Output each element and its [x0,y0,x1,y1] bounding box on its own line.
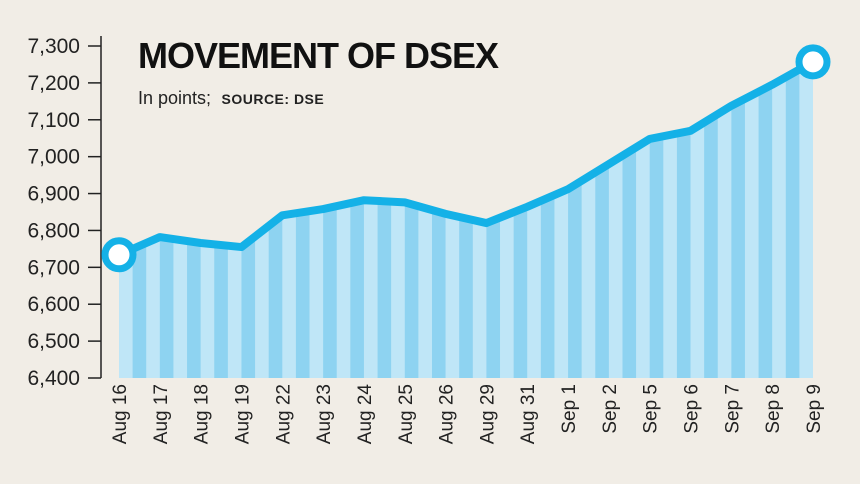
x-tick-label: Aug 16 [110,384,131,444]
area-stripe [744,61,759,378]
area-stripe [690,61,705,378]
area-stripe [295,61,310,378]
area-stripe [445,61,460,378]
area-stripe [255,61,269,378]
area-stripe [758,61,773,378]
y-tick-label: 6,700 [27,256,80,279]
area-stripe [608,61,623,378]
y-tick-label: 6,500 [27,330,80,353]
x-tick-label: Sep 2 [600,384,621,434]
x-tick-label: Sep 8 [763,384,784,434]
area-stripe [799,61,813,378]
chart-source: SOURCE: DSE [222,91,325,107]
area-stripe [486,61,501,378]
area-stripe [731,61,746,378]
area-stripe [282,61,297,378]
y-tick-label: 7,200 [27,72,80,95]
area-stripe [119,61,133,378]
y-tick-label: 7,300 [27,35,80,58]
area-stripe [472,61,487,378]
chart-title: MOVEMENT OF DSEX [138,35,499,76]
x-tick-label: Sep 7 [722,384,743,434]
x-tick-label: Aug 23 [314,384,335,444]
area-fill [119,61,813,378]
y-tick-label: 7,000 [27,146,80,169]
area-stripe [622,61,637,378]
area-stripe [459,61,474,378]
y-tick-label: 6,800 [27,219,80,242]
area-stripe [363,61,378,378]
area-stripe [241,61,256,378]
x-tick-label: Aug 26 [437,384,458,444]
area-stripe [595,61,610,378]
y-tick-label: 6,900 [27,183,80,206]
area-stripe [377,61,392,378]
x-tick-label: Aug 22 [273,384,294,444]
series-line-path [115,57,817,259]
x-tick-label: Sep 1 [559,384,580,434]
area-stripe [785,61,800,378]
area-stripe [717,61,732,378]
x-tick-label: Aug 24 [355,384,376,445]
area-stripe [772,61,787,378]
x-tick-label: Aug 29 [477,384,498,444]
x-tick-label: Aug 18 [192,384,213,444]
x-tick-label: Aug 17 [151,384,172,444]
chart-subtitle: In points; [138,88,211,108]
area-stripe [391,61,406,378]
area-stripe [554,61,569,378]
markers [101,44,831,273]
area-stripe [540,61,555,378]
x-tick-label: Sep 5 [641,384,662,434]
end-point-marker [795,44,831,80]
y-ticks: 6,400 6,500 6,600 6,700 6,800 6,900 7,000 7,100… [27,35,101,390]
start-point-marker [101,237,137,273]
x-tick-label: Sep 9 [804,384,825,434]
area-stripe [500,61,514,378]
y-tick-label: 7,100 [27,109,80,132]
area-stripe [350,61,365,378]
area-stripe [581,61,596,378]
area-stripe [214,61,229,378]
y-tick-label: 6,600 [27,293,80,316]
x-tick-label: Aug 31 [518,384,539,444]
x-tick-label: Aug 19 [232,384,253,444]
x-ticks: Aug 16 Aug 17 Aug 18 Aug 19 Aug 22 Aug 23 Aug … [110,384,825,445]
area-stripe [676,61,691,378]
chart-subtitle-row: In points; SOURCE: DSE [138,88,324,108]
area-stripe [568,61,582,378]
area-stripe [704,61,719,378]
area-stripe [268,61,283,378]
area-stripe [663,61,678,378]
y-tick-label: 6,400 [27,367,80,390]
x-tick-label: Sep 6 [682,384,703,434]
area-stripe [636,61,651,378]
area-stripe [227,61,242,378]
x-tick-label: Aug 25 [396,384,417,444]
series-line [115,57,817,259]
area-stripe [649,61,664,378]
